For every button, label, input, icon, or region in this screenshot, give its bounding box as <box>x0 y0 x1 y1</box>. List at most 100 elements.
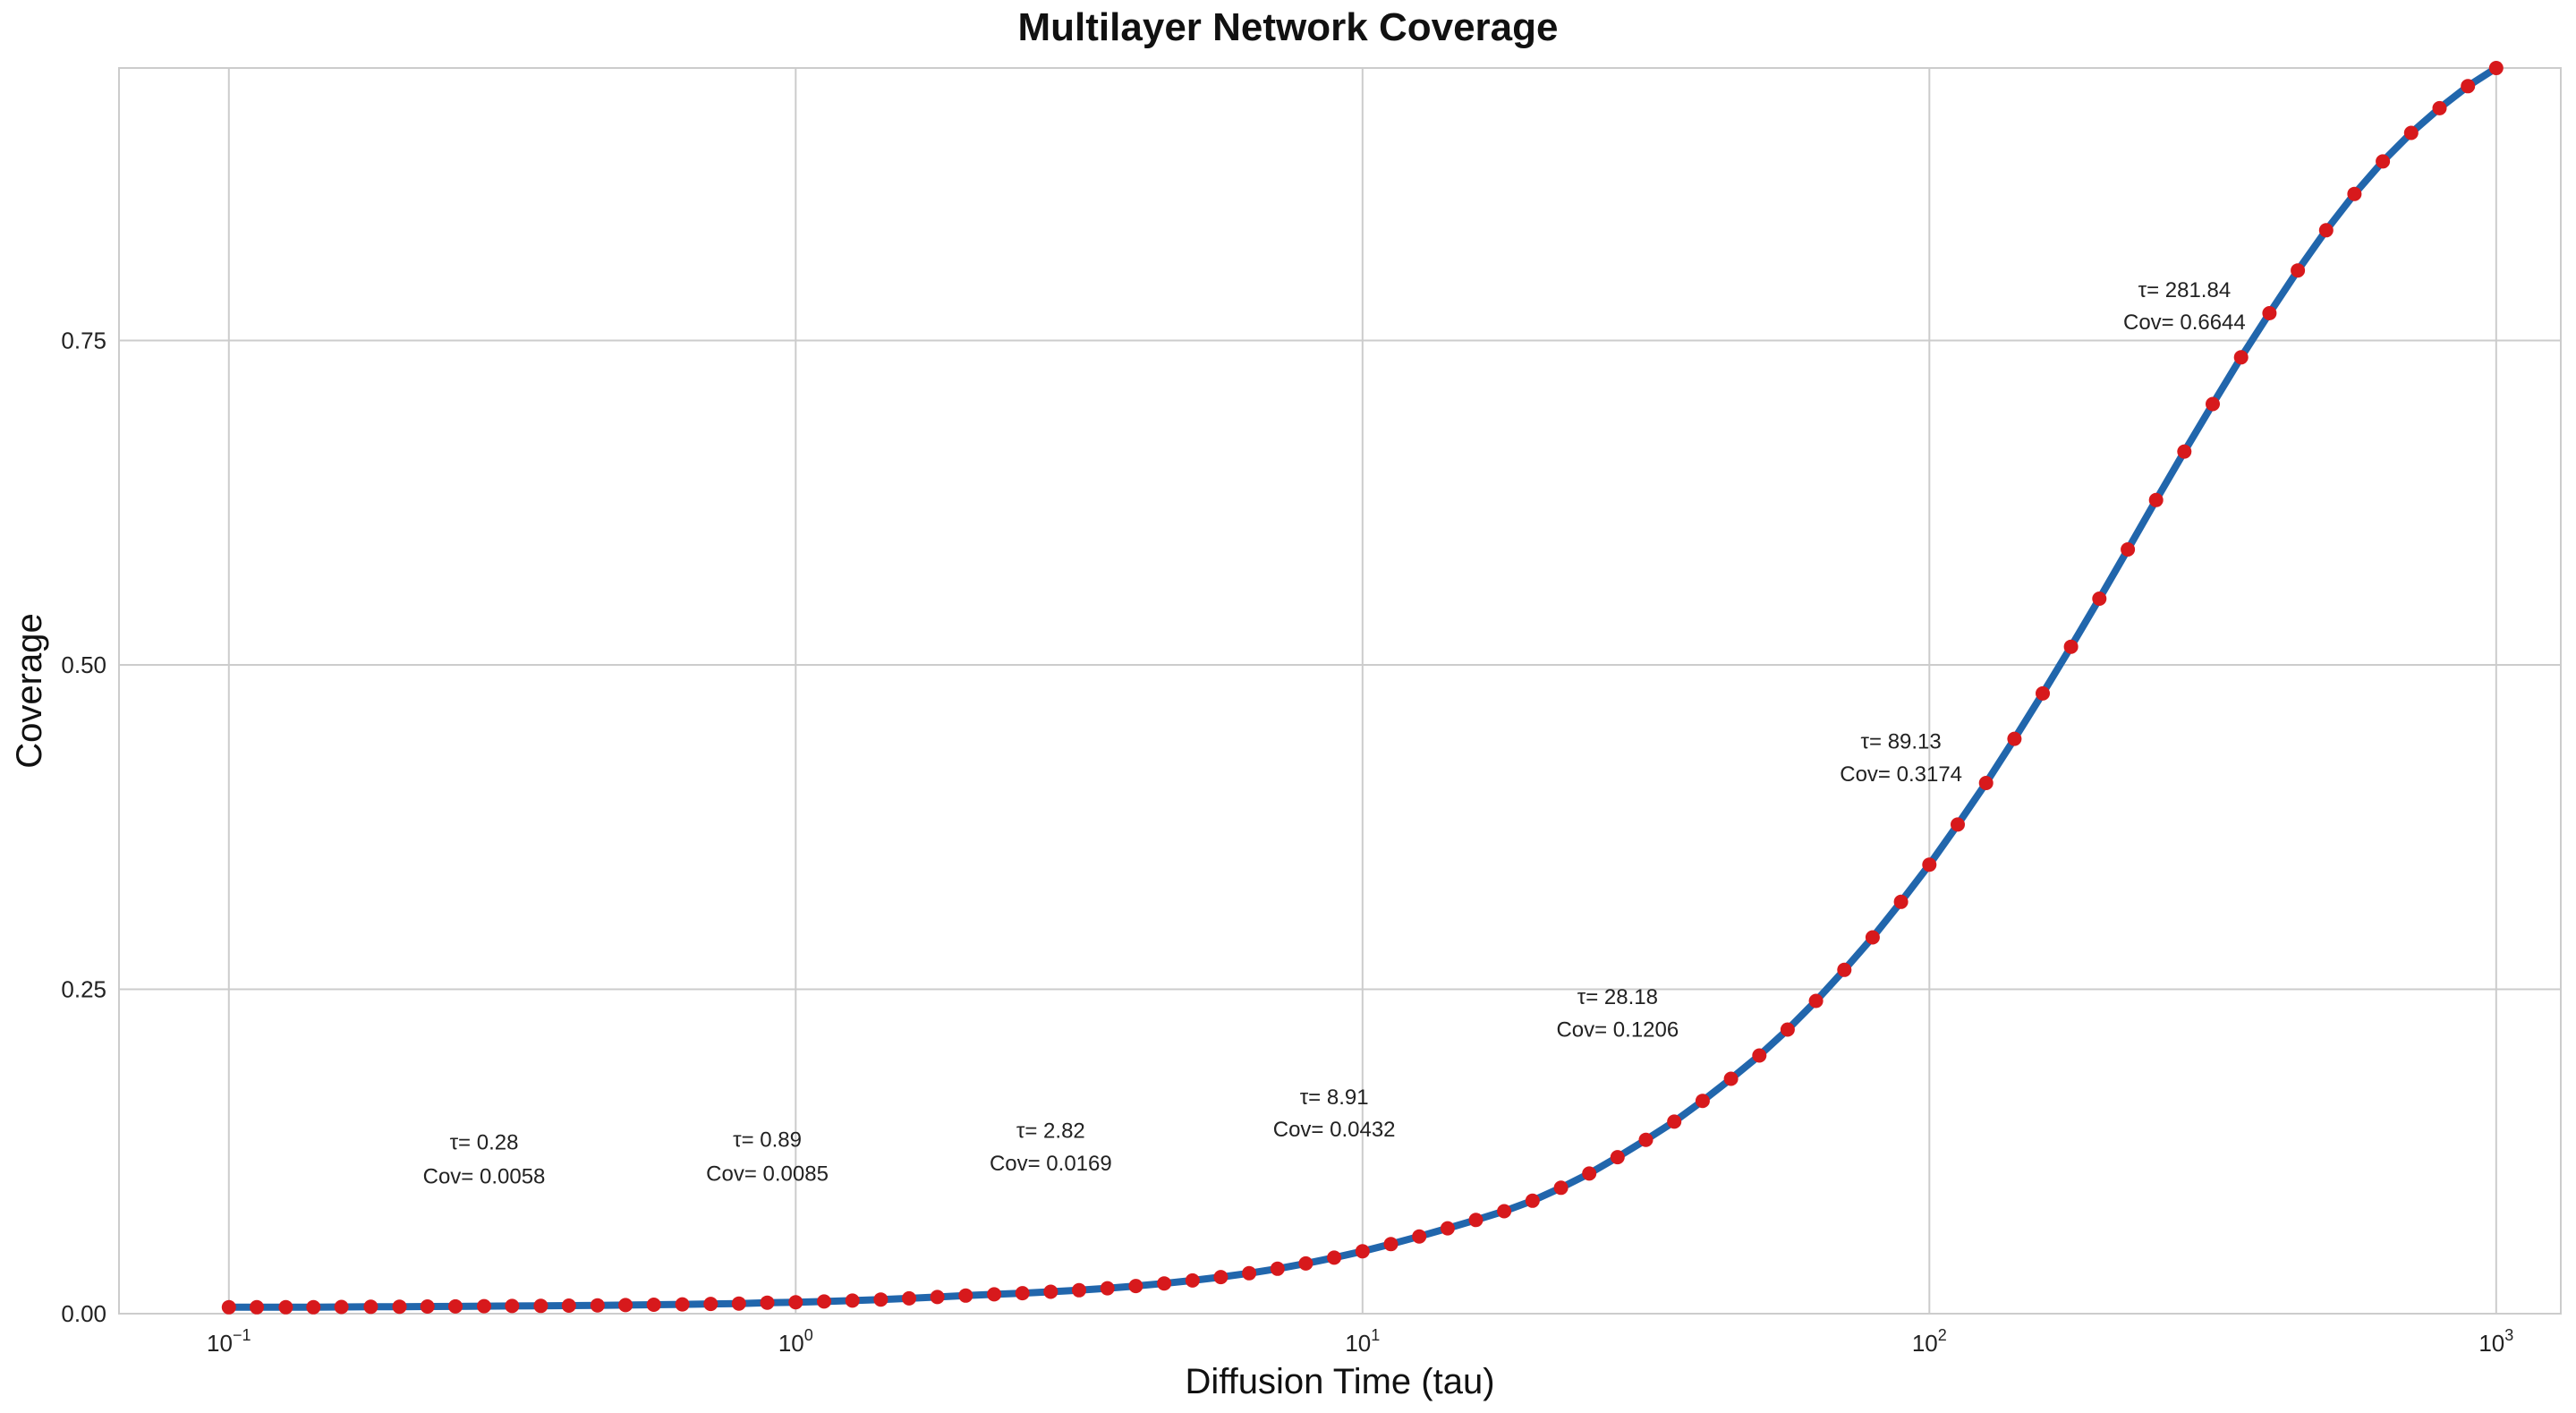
annotation-layer: τ= 0.28 Cov= 0.0058 τ= 0.89 Cov= 0.0085 τ= 2… <box>423 278 2246 1188</box>
coverage-point <box>2092 592 2107 606</box>
coverage-point <box>2432 100 2447 115</box>
coverage-point <box>2347 186 2362 201</box>
coverage-point <box>1412 1229 1427 1244</box>
coverage-point <box>306 1299 321 1315</box>
coverage-point <box>2318 223 2334 238</box>
coverage-point <box>1270 1261 1285 1276</box>
annotation-coverage: Cov= 0.0432 <box>1273 1118 1396 1142</box>
annotation-tau: τ= 0.28 <box>450 1131 519 1155</box>
coverage-point <box>1553 1180 1569 1196</box>
coverage-point <box>2262 306 2277 320</box>
coverage-point <box>1242 1265 1257 1281</box>
coverage-point <box>1667 1114 1682 1129</box>
coverage-point <box>2148 492 2164 507</box>
coverage-point <box>2376 154 2391 169</box>
annotation-coverage: Cov= 0.0085 <box>706 1162 829 1186</box>
annotation-tau: τ= 0.89 <box>733 1128 802 1153</box>
coverage-point <box>788 1295 803 1310</box>
coverage-point <box>1723 1071 1739 1086</box>
coverage-point <box>1440 1221 1455 1236</box>
coverage-point <box>1610 1150 1625 1165</box>
coverage-point <box>1072 1282 1086 1298</box>
coverage-point <box>646 1298 661 1312</box>
coverage-point <box>1525 1193 1540 1208</box>
coverage-point <box>1157 1276 1172 1291</box>
coverage-point <box>1808 993 1824 1009</box>
coverage-point <box>1695 1094 1710 1109</box>
coverage-point <box>505 1298 520 1314</box>
x-tick-label: 100 <box>778 1326 813 1357</box>
coverage-point <box>250 1299 264 1315</box>
coverage-point <box>618 1298 633 1313</box>
coverage-point <box>221 1299 236 1315</box>
annotation-coverage: Cov= 0.3174 <box>1840 762 1962 787</box>
x-tick-label: 102 <box>1912 1326 1947 1357</box>
coverage-point <box>1185 1273 1200 1288</box>
coverage-point <box>1865 930 1880 945</box>
y-axis-label: Coverage <box>10 613 49 768</box>
coverage-point <box>2291 263 2306 278</box>
x-tick-label: 101 <box>1345 1326 1380 1357</box>
annotation-coverage: Cov= 0.0169 <box>990 1152 1112 1176</box>
coverage-point <box>1468 1213 1484 1228</box>
coverage-point <box>1893 894 1909 909</box>
coverage-point <box>2063 639 2079 654</box>
coverage-point <box>334 1299 349 1315</box>
y-tick-label: 0.75 <box>61 328 106 354</box>
annotation-coverage: Cov= 0.1206 <box>1556 1017 1679 1042</box>
coverage-point <box>420 1299 435 1314</box>
coverage-point <box>731 1296 746 1311</box>
coverage-point <box>2036 685 2050 701</box>
coverage-point <box>1298 1256 1314 1271</box>
annotation-tau: τ= 89.13 <box>1861 730 1942 754</box>
coverage-point <box>2233 350 2249 365</box>
series-layer <box>221 61 2504 1315</box>
coverage-point <box>1383 1237 1399 1252</box>
annotation-coverage: Cov= 0.6644 <box>2123 311 2246 335</box>
annotation-tau: τ= 8.91 <box>1300 1085 1369 1110</box>
x-axis-ticks: 10−1 100 101 102 103 <box>207 1326 2513 1357</box>
y-axis-ticks: 0.00 0.25 0.50 0.75 <box>61 328 106 1328</box>
coverage-point <box>1043 1284 1058 1299</box>
coverage-point <box>1837 962 1852 977</box>
coverage-point <box>1100 1281 1115 1296</box>
coverage-point <box>392 1299 407 1315</box>
coverage-point <box>873 1292 888 1307</box>
coverage-point <box>1497 1204 1512 1219</box>
coverage-point <box>363 1299 378 1315</box>
coverage-point <box>1355 1244 1370 1259</box>
coverage-point <box>278 1299 293 1315</box>
coverage-point <box>902 1290 916 1306</box>
coverage-point <box>2177 444 2192 459</box>
coverage-point <box>590 1298 605 1313</box>
coverage-point <box>2007 731 2022 746</box>
coverage-point <box>1780 1022 1795 1037</box>
coverage-point <box>1638 1132 1654 1147</box>
x-tick-label: 103 <box>2478 1326 2513 1357</box>
plot-frame <box>118 67 2562 1315</box>
y-tick-label: 0.50 <box>61 651 106 678</box>
x-tick-label: 10−1 <box>207 1326 251 1357</box>
coverage-point <box>703 1297 718 1312</box>
coverage-point <box>2206 396 2220 412</box>
coverage-point <box>845 1293 860 1308</box>
coverage-point <box>533 1298 548 1314</box>
coverage-point <box>1015 1286 1030 1301</box>
coverage-point <box>1951 817 1965 832</box>
coverage-point <box>2403 125 2419 140</box>
coverage-point <box>477 1298 491 1314</box>
coverage-point <box>1582 1166 1597 1181</box>
coverage-point <box>2488 61 2504 75</box>
annotation-coverage: Cov= 0.0058 <box>423 1164 546 1188</box>
coverage-point <box>675 1297 690 1312</box>
coverage-point <box>930 1290 945 1305</box>
coverage-point <box>1327 1250 1342 1265</box>
y-tick-label: 0.25 <box>61 976 106 1003</box>
chart-title: Multilayer Network Coverage <box>1017 5 1559 49</box>
coverage-point <box>1128 1279 1143 1294</box>
coverage-point <box>1752 1048 1767 1063</box>
coverage-point <box>1978 776 1994 790</box>
coverage-point <box>958 1288 973 1303</box>
annotation-tau: τ= 28.18 <box>1577 985 1658 1009</box>
